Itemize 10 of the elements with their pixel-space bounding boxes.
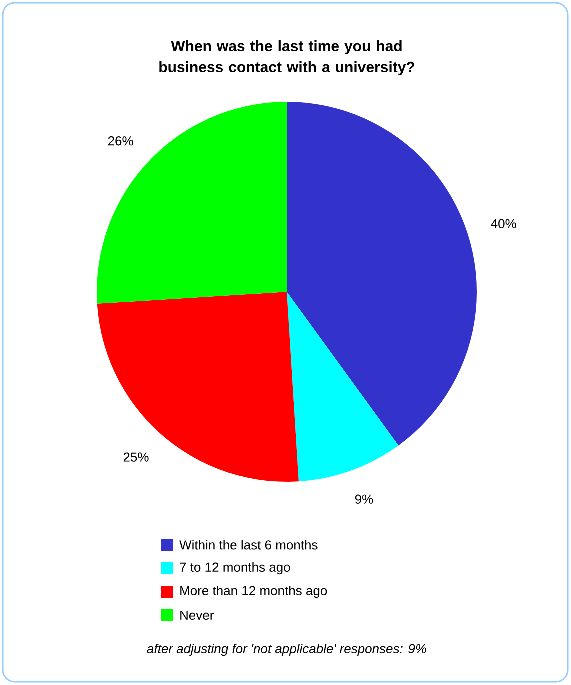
legend-label: 7 to 12 months ago <box>180 562 290 575</box>
chart-title: When was the last time you had business contact with a university? <box>160 40 414 76</box>
legend-label: Within the last 6 months <box>180 540 318 550</box>
text: after adjusting for 'not applicable' responses: 9% <box>147 644 426 656</box>
data-label: 40% <box>491 219 516 228</box>
legend-label: More than 12 months ago <box>180 586 328 598</box>
data-label: 9% <box>355 494 374 504</box>
legend-label: Never <box>180 610 214 620</box>
data-label: 25% <box>124 452 149 462</box>
data-label: 26% <box>108 136 134 146</box>
